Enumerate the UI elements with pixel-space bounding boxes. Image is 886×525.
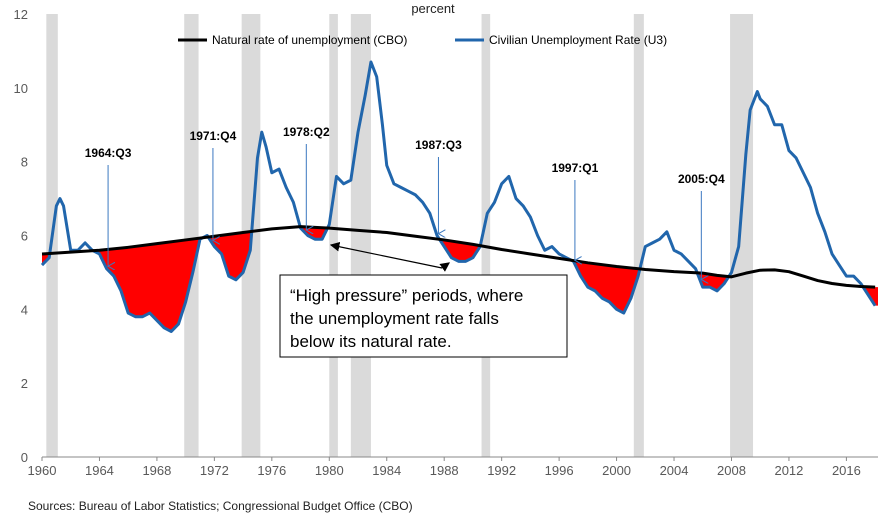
x-tick-label: 1968 bbox=[142, 463, 171, 478]
x-tick-label: 1972 bbox=[200, 463, 229, 478]
y-tick-label: 12 bbox=[14, 7, 28, 22]
x-tick-label: 1996 bbox=[545, 463, 574, 478]
x-tick-label: 1992 bbox=[487, 463, 516, 478]
callout-line-1: “High pressure” periods, where bbox=[290, 286, 523, 305]
y-tick-label: 8 bbox=[21, 155, 28, 170]
x-tick-label: 2008 bbox=[717, 463, 746, 478]
source-note: Sources: Bureau of Labor Statistics; Con… bbox=[28, 499, 413, 513]
callout-arrow-lower bbox=[439, 262, 450, 272]
series-lines bbox=[40, 60, 877, 333]
recession-band bbox=[184, 14, 199, 457]
x-tick-label: 2016 bbox=[832, 463, 861, 478]
x-tick-label: 1964 bbox=[85, 463, 114, 478]
annotation-label: 2005:Q4 bbox=[678, 172, 725, 186]
annotation-label: 1978:Q2 bbox=[283, 125, 330, 139]
annotation-label: 1987:Q3 bbox=[415, 138, 462, 152]
annotation-label: 1997:Q1 bbox=[552, 161, 599, 175]
x-tick-label: 2004 bbox=[660, 463, 689, 478]
annotation-layer: 1964:Q3 1971:Q4 1978:Q2 1987:Q3 1997:Q1 2005:… bbox=[85, 125, 725, 279]
recession-band bbox=[730, 14, 754, 457]
recession-band bbox=[329, 14, 338, 457]
x-tick-label: 1960 bbox=[28, 463, 57, 478]
legend-label-u3: Civilian Unemployment Rate (U3) bbox=[489, 33, 667, 47]
y-tick-label: 10 bbox=[14, 81, 28, 96]
high-pressure-fill bbox=[93, 237, 203, 332]
callout-arrow-upper bbox=[329, 242, 443, 269]
legend-label-nairu: Natural rate of unemployment (CBO) bbox=[212, 33, 407, 47]
x-tick-label: 1988 bbox=[430, 463, 459, 478]
callout-line-2: the unemployment rate falls bbox=[290, 309, 499, 328]
u3-series-line bbox=[40, 60, 877, 333]
annotation-label: 1971:Q4 bbox=[190, 129, 237, 143]
nairu-series-line bbox=[41, 225, 876, 289]
x-tick-label: 2012 bbox=[774, 463, 803, 478]
axes: 1960 1964 1968 1972 1976 1980 1984 1988 1992 1996… bbox=[14, 7, 878, 478]
y-tick-label: 2 bbox=[21, 376, 28, 391]
high-pressure-fill bbox=[572, 260, 640, 314]
recession-band bbox=[481, 14, 491, 457]
recession-band bbox=[633, 14, 644, 457]
y-tick-label: 0 bbox=[21, 450, 28, 465]
x-tick-label: 1980 bbox=[315, 463, 344, 478]
callout-line-3: below its natural rate. bbox=[290, 332, 452, 351]
legend: Natural rate of unemployment (CBO) Civil… bbox=[178, 33, 667, 47]
annotation-label: 1964:Q3 bbox=[85, 146, 132, 160]
x-tick-label: 2000 bbox=[602, 463, 631, 478]
y-tick-label: 4 bbox=[21, 302, 28, 317]
callout-box: “High pressure” periods, where the unemp… bbox=[279, 274, 568, 358]
y-tick-label: 6 bbox=[21, 229, 28, 244]
y-axis-label: percent bbox=[411, 1, 455, 16]
x-tick-label: 1976 bbox=[257, 463, 286, 478]
x-tick-label: 1984 bbox=[372, 463, 401, 478]
